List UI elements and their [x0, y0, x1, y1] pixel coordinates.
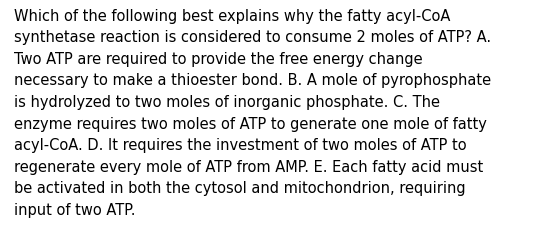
- Text: Which of the following best explains why the fatty acyl-CoA
synthetase reaction : Which of the following best explains why…: [14, 8, 491, 217]
